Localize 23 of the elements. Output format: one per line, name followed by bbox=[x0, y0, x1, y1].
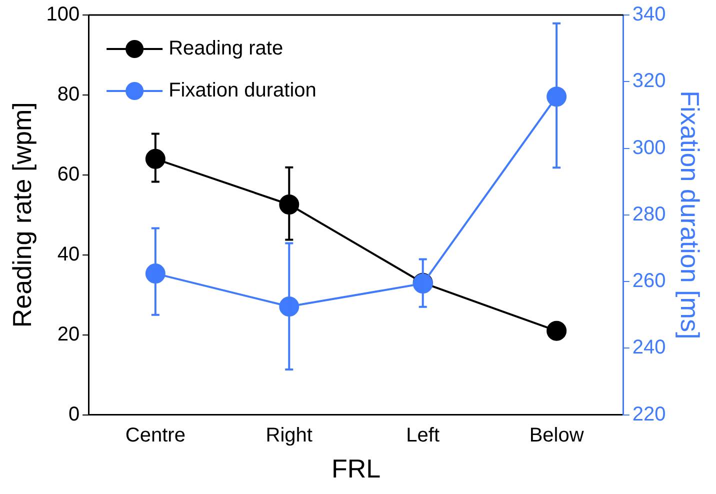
y-tick-label: 40 bbox=[57, 243, 80, 266]
y-tick-label: 0 bbox=[68, 403, 80, 426]
x-tick-label: Right bbox=[266, 424, 313, 446]
y-tick-label: 60 bbox=[57, 163, 80, 186]
x-tick-label: Centre bbox=[125, 424, 186, 446]
y2-axis-title: Fixation duration [ms] bbox=[675, 90, 706, 340]
y2-tick-label: 320 bbox=[632, 70, 666, 92]
legend-label: Fixation duration bbox=[168, 80, 316, 102]
x-tick-label: Left bbox=[406, 424, 440, 446]
y2-tick-label: 220 bbox=[632, 403, 666, 426]
y-tick-label: 20 bbox=[57, 323, 80, 346]
y2-tick-label: 260 bbox=[632, 270, 666, 292]
point bbox=[546, 320, 567, 341]
x-tick-label: Below bbox=[529, 424, 584, 446]
y2-tick-label: 280 bbox=[632, 203, 666, 226]
y2-tick-label: 240 bbox=[632, 336, 666, 359]
y2-tick-label: 340 bbox=[632, 4, 666, 26]
legend-label: Reading rate bbox=[168, 38, 284, 60]
y2-tick-label: 300 bbox=[632, 136, 666, 159]
x-axis-title: FRL bbox=[331, 454, 381, 484]
y-tick-label: 80 bbox=[57, 83, 80, 106]
y-tick-label: 100 bbox=[46, 4, 80, 26]
y-axis-title: Reading rate [wpm] bbox=[6, 102, 37, 328]
